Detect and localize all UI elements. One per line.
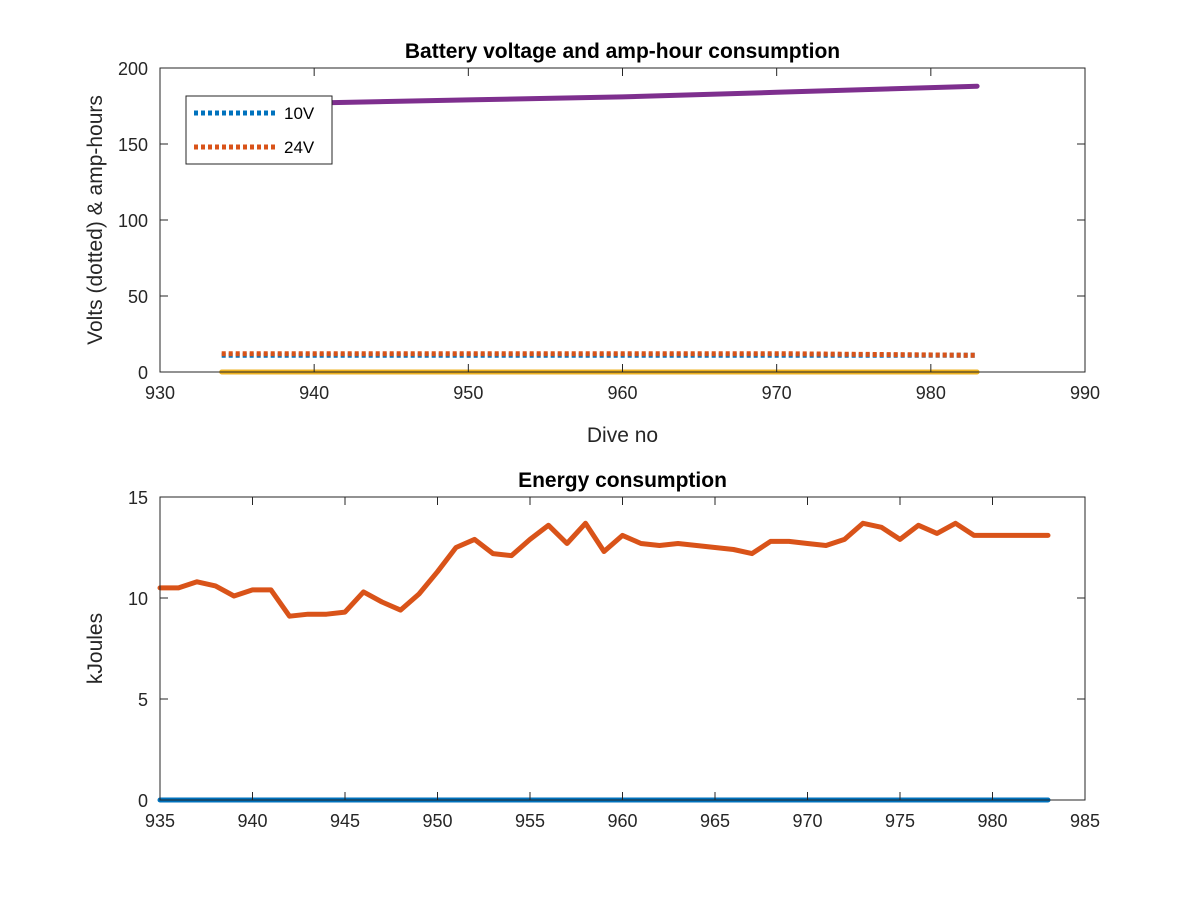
- x-tick-label: 935: [145, 811, 175, 831]
- x-tick-label: 930: [145, 383, 175, 403]
- x-tick-label: 955: [515, 811, 545, 831]
- subplot-1: 930 940 950 960 970 980 990 0 50 100 150 200 Battery…: [84, 40, 1100, 447]
- x-tick-label: 950: [453, 383, 483, 403]
- y-tick-label: 150: [118, 135, 148, 155]
- legend: 10V 24V: [185, 95, 333, 165]
- x-tick-label: 950: [422, 811, 452, 831]
- x-tick-label: 985: [1070, 811, 1100, 831]
- y-tick-label: 200: [118, 59, 148, 79]
- legend-box: [185, 95, 333, 165]
- x-tick-label: 980: [916, 383, 946, 403]
- x-tick-label: 965: [700, 811, 730, 831]
- y-tick-label: 15: [128, 488, 148, 508]
- y-tick-label: 50: [128, 287, 148, 307]
- x-tick-label: 970: [792, 811, 822, 831]
- chart-title: Energy consumption: [518, 469, 727, 492]
- chart-title: Battery voltage and amp-hour consumption: [405, 40, 840, 63]
- x-tick-label: 940: [237, 811, 267, 831]
- x-tick-label: 990: [1070, 383, 1100, 403]
- series-line-24v: [221, 351, 978, 358]
- y-tick-label: 10: [128, 589, 148, 609]
- series-line-2-1: [157, 520, 1051, 619]
- y-axis-label: kJoules: [84, 613, 107, 684]
- plot-area: [160, 497, 1085, 800]
- x-tick-label: 945: [330, 811, 360, 831]
- x-tick-label: 940: [299, 383, 329, 403]
- x-tick-label: 975: [885, 811, 915, 831]
- legend-label-10v: 10V: [284, 104, 315, 123]
- y-tick-label: 0: [138, 363, 148, 383]
- x-tick-label: 960: [607, 811, 637, 831]
- y-axis-label: Volts (dotted) & amp-hours: [84, 95, 107, 345]
- x-tick-label: 960: [607, 383, 637, 403]
- y-tick-label: 100: [118, 211, 148, 231]
- y-tick-label: 5: [138, 690, 148, 710]
- x-tick-label: 980: [977, 811, 1007, 831]
- y-tick-label: 0: [138, 791, 148, 811]
- x-axis-label: Dive no: [587, 424, 658, 447]
- x-tick-label: 970: [762, 383, 792, 403]
- legend-label-24v: 24V: [284, 138, 315, 157]
- subplot-2: 935 940 945 950 955 960 965 970 975 980 985 0 5 10 15 E…: [84, 469, 1100, 831]
